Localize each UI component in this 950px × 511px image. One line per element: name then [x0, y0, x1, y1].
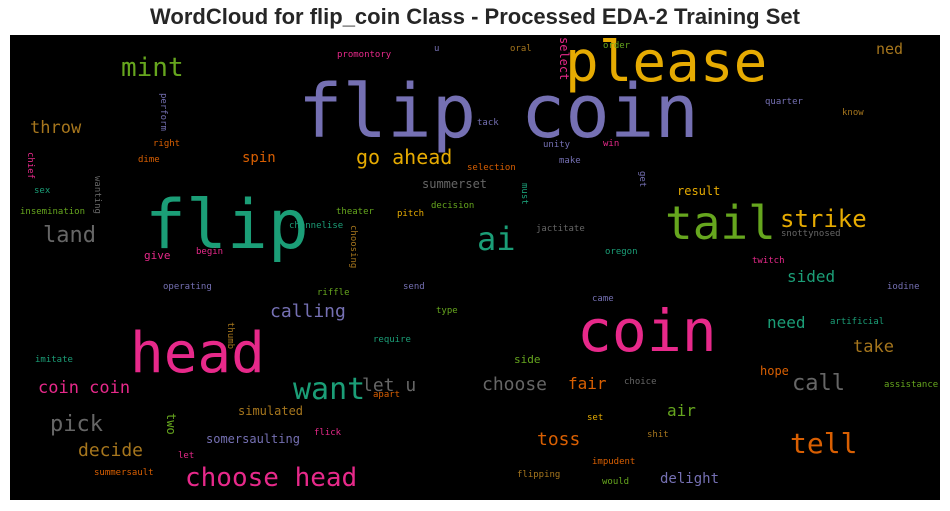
- word-would: would: [602, 477, 630, 487]
- word-strike: strike: [780, 205, 867, 233]
- word-dime: dime: [138, 155, 160, 165]
- word-mint: mint: [121, 53, 184, 83]
- word-impudent: impudent: [592, 457, 636, 467]
- word-side: side: [514, 353, 541, 366]
- word-let: let: [178, 451, 195, 461]
- word-flip: flip: [145, 186, 309, 265]
- word-go-ahead: go ahead: [356, 145, 453, 169]
- chart-title: WordCloud for flip_coin Class - Processe…: [150, 4, 800, 29]
- word-throw: throw: [30, 118, 82, 138]
- word-riffle: riffle: [317, 288, 350, 298]
- wordcloud-canvas: flip coin please flip coin head tail mint ai str…: [10, 35, 940, 500]
- word-land: land: [43, 223, 96, 248]
- word-want: want: [293, 372, 366, 407]
- word-ai: ai: [477, 220, 516, 258]
- word-shit: shit: [647, 430, 669, 440]
- word-choice: choice: [624, 377, 657, 387]
- word-win: win: [603, 139, 620, 149]
- word-u: u: [434, 44, 440, 54]
- word-must: must: [519, 183, 529, 205]
- word-theater: theater: [336, 207, 374, 217]
- word-flipping: flipping: [517, 470, 561, 480]
- word-tack: tack: [477, 118, 499, 128]
- word-tell: tell: [790, 427, 858, 460]
- word-set: set: [587, 413, 604, 423]
- word-twitch: twitch: [752, 256, 785, 266]
- word-summersault: summersault: [94, 468, 154, 478]
- word-result: result: [677, 184, 721, 198]
- word-right: right: [153, 139, 181, 149]
- word-apart: apart: [373, 390, 401, 400]
- word-flip-coin: flip coin: [298, 69, 699, 155]
- word-thumb: thumb: [225, 322, 235, 350]
- word-coin-coin: coin coin: [38, 378, 131, 398]
- word-flick: flick: [314, 428, 342, 438]
- word-wanting: wanting: [92, 176, 102, 214]
- word-choosing: choosing: [348, 225, 358, 269]
- word-ned: ned: [876, 40, 904, 58]
- word-send: send: [403, 282, 425, 292]
- word-select: select: [557, 37, 571, 81]
- word-simulated: simulated: [238, 404, 304, 418]
- word-take: take: [853, 337, 894, 357]
- word-get: get: [637, 171, 647, 188]
- word-toss: toss: [537, 429, 581, 450]
- word-calling: calling: [270, 301, 346, 322]
- word-let-u: let u: [362, 375, 417, 396]
- word-type: type: [436, 306, 458, 316]
- word-hope: hope: [760, 364, 789, 378]
- word-perform: perform: [158, 93, 168, 131]
- word-begin: begin: [196, 247, 224, 257]
- word-pitch: pitch: [397, 209, 425, 219]
- word-insemination: insemination: [20, 207, 86, 217]
- word-make: make: [559, 156, 581, 166]
- word-sex: sex: [34, 186, 51, 196]
- word-operating: operating: [163, 282, 212, 292]
- word-pick: pick: [50, 412, 103, 437]
- word-two: two: [164, 413, 178, 435]
- word-decide: decide: [78, 440, 144, 461]
- word-selection: selection: [467, 163, 516, 173]
- word-somersaulting: somersaulting: [206, 432, 300, 446]
- word-imitate: imitate: [35, 355, 73, 365]
- word-oral: oral: [510, 44, 532, 54]
- word-unity: unity: [543, 140, 571, 150]
- word-order: order: [603, 41, 631, 51]
- word-call: call: [792, 371, 845, 396]
- word-choose-head: choose head: [185, 463, 358, 493]
- word-spin: spin: [242, 150, 276, 166]
- word-air: air: [667, 401, 696, 420]
- word-know: know: [842, 108, 864, 118]
- word-head: head: [130, 321, 265, 386]
- word-tail: tail: [665, 196, 776, 250]
- word-decision: decision: [431, 201, 475, 211]
- word-sided: sided: [787, 267, 836, 286]
- word-came: came: [592, 294, 614, 304]
- word-need: need: [767, 313, 806, 332]
- word-quarter: quarter: [765, 97, 803, 107]
- word-summerset: summerset: [422, 177, 488, 191]
- word-please: please: [565, 35, 768, 95]
- word-artificial: artificial: [830, 317, 885, 327]
- word-chief: chief: [25, 152, 35, 180]
- word-require: require: [373, 335, 411, 345]
- word-choose: choose: [482, 374, 548, 395]
- word-promontory: promontory: [337, 50, 392, 60]
- word-iodine: iodine: [887, 282, 920, 292]
- word-delight: delight: [660, 471, 720, 487]
- word-fair: fair: [568, 374, 607, 393]
- word-assistance: assistance: [884, 380, 939, 390]
- word-coin: coin: [577, 297, 717, 365]
- word-channelise: channelise: [289, 221, 344, 231]
- word-give: give: [144, 249, 171, 262]
- word-oregon: oregon: [605, 247, 638, 257]
- word-jactitate: jactitate: [536, 224, 585, 234]
- word-snottynosed: snottynosed: [781, 229, 841, 239]
